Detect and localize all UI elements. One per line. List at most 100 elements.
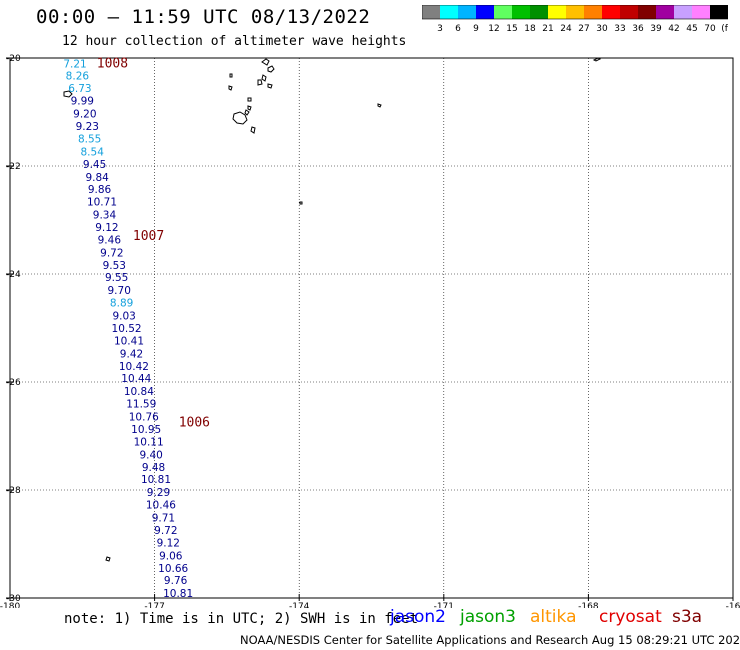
wave-height-label: 10.95 (131, 424, 161, 436)
satellite-label-altika: altika (530, 607, 577, 627)
wave-height-label: 9.99 (71, 96, 94, 108)
legend-label: 15 (506, 24, 517, 34)
wave-height-label: 9.76 (164, 575, 188, 587)
wave-height-label: 9.03 (112, 311, 135, 323)
legend-swatch (494, 5, 512, 19)
lon-tick-label: -168 (578, 602, 599, 608)
wave-height-label: 10.66 (158, 563, 188, 575)
wave-height-label: 11.59 (126, 399, 156, 411)
legend-swatch (422, 5, 440, 19)
map-frame (9, 57, 734, 599)
wave-height-label: 9.12 (95, 222, 118, 234)
wave-height-label: 9.42 (120, 348, 143, 360)
lon-tick-label: -177 (144, 602, 164, 608)
legend-label: 18 (524, 24, 536, 34)
pressure-label: 1008 (97, 56, 128, 71)
legend-swatch (440, 5, 458, 19)
wave-height-label: 10.52 (112, 323, 142, 335)
wave-height-label: 8.54 (81, 146, 105, 158)
wave-height-label: 8.89 (110, 298, 133, 310)
legend-label: 39 (650, 24, 662, 34)
legend-swatch (656, 5, 674, 19)
wave-height-label: 9.34 (93, 210, 117, 222)
wave-height-label: 9.20 (73, 109, 96, 121)
lat-tick-label: -20 (6, 54, 21, 64)
wave-height-label: 9.72 (100, 247, 123, 259)
legend-swatch (710, 5, 728, 19)
chart-title: 00:00 – 11:59 UTC 08/13/2022 (36, 6, 371, 28)
wave-height-label: 8.55 (78, 133, 101, 145)
footer-note: note: 1) Time is in UTC; 2) SWH is in fe… (64, 611, 419, 627)
wave-height-label: 10.41 (114, 335, 144, 347)
wave-height-label: 9.72 (154, 525, 177, 537)
wave-height-label: 9.12 (157, 537, 180, 549)
legend-label: 33 (614, 24, 625, 34)
chart-subtitle: 12 hour collection of altimeter wave hei… (62, 34, 407, 49)
satellite-label-s3a: s3a (672, 607, 703, 627)
lat-tick-label: -22 (6, 162, 21, 172)
wave-height-label: 10.11 (134, 436, 164, 448)
legend-swatch (674, 5, 692, 19)
pressure-label: 1007 (133, 229, 164, 244)
legend-swatch (548, 5, 566, 19)
legend-label: 70 (704, 24, 716, 34)
wave-height-label: 8.26 (66, 70, 90, 82)
lat-tick-label: -30 (6, 594, 21, 604)
legend-label: 30 (596, 24, 608, 34)
wave-height-label: 9.53 (103, 260, 126, 272)
wave-height-label: 6.73 (68, 83, 91, 95)
legend-label: 45 (686, 24, 697, 34)
satellite-label-jason3: jason3 (460, 607, 516, 627)
legend-label: 12 (488, 24, 499, 34)
wave-height-label: 9.71 (152, 513, 175, 525)
wave-height-label: 9.86 (88, 184, 112, 196)
wave-height-label: 9.23 (76, 121, 99, 133)
wave-height-label: 10.84 (124, 386, 154, 398)
wave-height-label: 10.44 (121, 373, 151, 385)
pressure-label: 1006 (179, 416, 210, 431)
legend-label: 24 (560, 24, 572, 34)
wave-height-label: 10.76 (129, 412, 159, 424)
legend-label: 27 (578, 24, 589, 34)
wave-height-label: 9.84 (85, 172, 109, 184)
wave-height-label: 9.55 (105, 272, 128, 284)
legend-label: 21 (542, 24, 553, 34)
legend-label: 36 (632, 24, 644, 34)
lon-tick-label: -16 (726, 602, 740, 608)
wave-height-label: 10.42 (119, 361, 149, 373)
wave-height-map: -20 -22 -24 -26 -28 -30-180 -177 -174 -171 -168 -1… (0, 54, 740, 608)
credit-line: NOAA/NESDIS Center for Satellite Applica… (240, 633, 740, 647)
wave-height-label: 10.81 (163, 588, 193, 600)
legend-label: 3 (437, 24, 443, 34)
legend-label: 9 (473, 24, 479, 34)
satellite-label-cryosat: cryosat (599, 607, 662, 627)
wave-height-label: 10.46 (146, 500, 176, 512)
lon-tick-label: -174 (289, 602, 310, 608)
wave-height-label: 9.46 (98, 234, 122, 246)
legend-swatch (584, 5, 602, 19)
legend-swatch (566, 5, 584, 19)
wave-height-label: 9.06 (159, 550, 183, 562)
wave-height-label: 9.70 (108, 285, 131, 297)
wave-height-label: 10.71 (87, 197, 117, 209)
legend-label: 42 (668, 24, 679, 34)
island-outlines (63, 57, 602, 562)
wave-height-label: 9.45 (83, 159, 106, 171)
legend-label: (ft) (721, 24, 728, 34)
lat-tick-label: -24 (6, 270, 21, 280)
legend-swatch (692, 5, 710, 19)
legend-swatch (638, 5, 656, 19)
legend-swatch (458, 5, 476, 19)
lat-tick-label: -28 (6, 486, 21, 496)
wave-height-label: 9.29 (147, 487, 170, 499)
legend-swatch (476, 5, 494, 19)
legend-label: 6 (455, 24, 461, 34)
legend-swatch (620, 5, 638, 19)
wave-height-label: 7.21 (63, 58, 86, 70)
legend-swatch (530, 5, 548, 19)
lon-tick-label: -180 (0, 602, 20, 608)
lon-tick-label: -171 (434, 602, 454, 608)
legend-swatch (512, 5, 530, 19)
lat-tick-label: -26 (6, 378, 21, 388)
